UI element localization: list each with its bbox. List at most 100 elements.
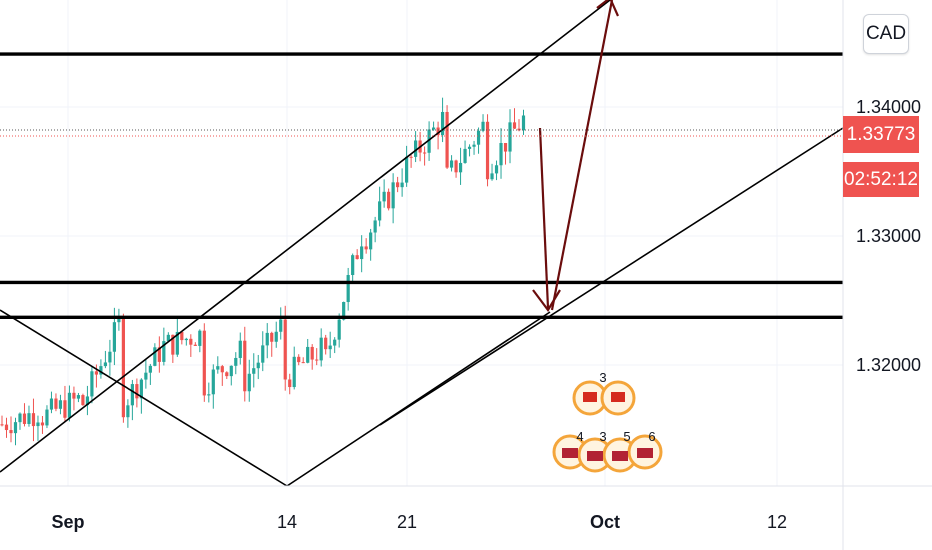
candle-body	[234, 357, 238, 366]
candle-body	[400, 182, 404, 188]
candle-body	[238, 340, 242, 358]
candle-body	[63, 400, 67, 418]
event-count: 5	[623, 429, 630, 444]
candle-body	[481, 121, 485, 131]
candle-body	[247, 373, 251, 392]
candle-body	[315, 359, 319, 361]
candle-body	[373, 220, 377, 233]
candle-body	[153, 347, 157, 366]
candle-body	[175, 331, 179, 355]
candle-body	[351, 255, 355, 276]
candle-body	[288, 379, 292, 388]
candle-body	[508, 122, 512, 152]
candle-body	[449, 160, 454, 168]
candle-body	[171, 334, 175, 355]
candle-body	[382, 191, 386, 202]
candle-body	[211, 369, 215, 395]
candle-body	[108, 351, 112, 363]
candle-body	[405, 156, 409, 183]
chart-grid	[0, 0, 843, 486]
candle-body	[440, 111, 445, 136]
candle-body	[180, 331, 184, 341]
price-tick-label: 1.32000	[856, 355, 921, 375]
candle-body	[40, 422, 45, 426]
candle-body	[121, 318, 125, 418]
candle-body	[220, 366, 224, 373]
candle-body	[485, 121, 490, 180]
candle-body	[13, 422, 18, 434]
candle-body	[162, 341, 166, 362]
event-count: 3	[599, 429, 606, 444]
channel-upper-line	[0, 0, 611, 473]
candle-body	[81, 395, 85, 406]
candle-body	[387, 191, 391, 209]
candle-body	[256, 362, 260, 369]
up-arrow-head	[596, 0, 620, 17]
us-flag-icon	[562, 448, 578, 458]
candle-body	[112, 322, 116, 352]
candle-body	[148, 365, 152, 373]
candle-body	[310, 346, 314, 360]
candle-body	[306, 346, 310, 363]
candle-body	[337, 319, 341, 340]
candle-body	[274, 331, 278, 342]
us-flag-icon	[637, 448, 653, 458]
candle-body	[422, 152, 427, 154]
price-tick-label: 1.33000	[856, 226, 921, 246]
candle-body	[225, 372, 229, 377]
us-flag-icon	[587, 451, 603, 461]
candle-body	[22, 413, 27, 424]
candle-body	[265, 332, 269, 346]
candle-body	[67, 392, 72, 418]
candle-body	[4, 424, 9, 431]
candle-body	[517, 128, 521, 131]
candle-body	[297, 356, 301, 363]
time-tick-label: 12	[767, 512, 787, 532]
candle-body	[378, 201, 382, 221]
candle-body	[202, 330, 206, 396]
candle-body	[94, 371, 99, 375]
v-pattern-right-line	[286, 311, 551, 487]
candle-body	[27, 413, 31, 424]
channel-lower-line	[379, 127, 844, 426]
v-pattern-left-line	[0, 309, 288, 487]
candle-body	[229, 365, 233, 377]
candle-body	[72, 392, 76, 399]
price-tick-label: 1.34000	[856, 97, 921, 117]
us-flag-icon	[612, 451, 628, 461]
candle-body	[454, 160, 458, 173]
candle-body	[117, 318, 121, 323]
candle-body	[499, 143, 503, 166]
down-arrow-line	[538, 127, 550, 309]
candle-body	[216, 366, 220, 370]
candle-body	[99, 366, 103, 375]
candle-body	[184, 338, 188, 341]
candle-body	[139, 379, 143, 399]
candle-body	[490, 173, 494, 180]
candle-body	[472, 144, 476, 147]
candle-body	[458, 162, 463, 173]
candle-body	[279, 319, 283, 332]
candle-body	[292, 356, 296, 388]
horizontal-levels	[0, 52, 843, 319]
candle-body	[324, 337, 328, 350]
candle-body	[49, 398, 54, 410]
candle-body	[396, 182, 400, 188]
price-axis: 1.34000 1.33000 1.32000	[842, 0, 921, 550]
candle-body	[414, 140, 418, 157]
currency-button[interactable]: CAD	[863, 14, 909, 54]
candle-body	[467, 146, 472, 149]
time-tick-label: Oct	[590, 512, 620, 532]
candle-body	[270, 332, 274, 342]
bar-countdown-tag: 02:52:12	[843, 162, 919, 197]
down-arrow-head	[532, 289, 561, 312]
candle-body	[503, 143, 508, 152]
candle-body	[166, 334, 170, 342]
event-group-us: 4 3 5 6	[552, 429, 663, 473]
candle-body	[283, 319, 287, 380]
candle-body	[319, 337, 323, 361]
trend-lines	[0, 0, 844, 487]
up-arrow-line	[550, 0, 614, 311]
candle-body	[18, 413, 22, 423]
